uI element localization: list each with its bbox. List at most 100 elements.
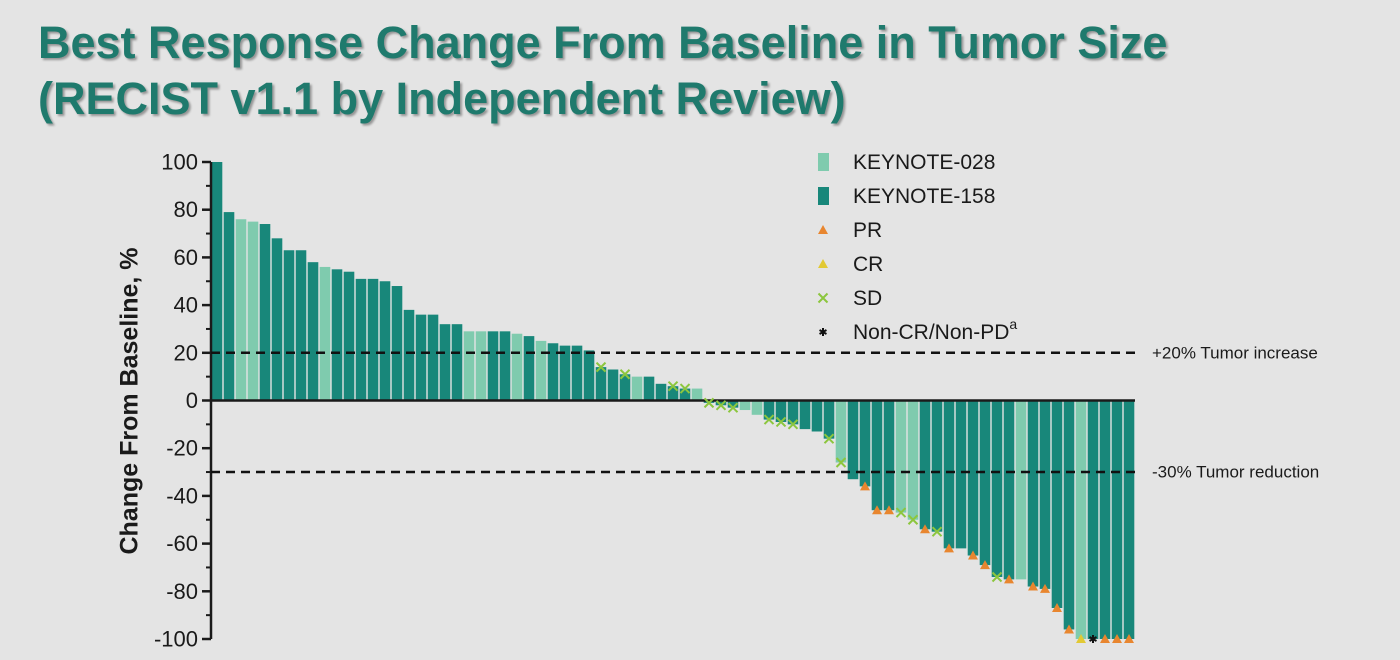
asterisk-marker	[1089, 635, 1097, 643]
x-marker	[931, 526, 943, 537]
triangle-marker	[1064, 624, 1074, 634]
bar	[271, 238, 283, 401]
bar	[511, 333, 523, 401]
bar	[247, 221, 259, 401]
triangle-marker	[1052, 602, 1062, 612]
bar	[823, 400, 835, 439]
bar	[1003, 400, 1015, 580]
bar	[283, 250, 295, 401]
x-marker	[727, 402, 739, 413]
bar	[1027, 400, 1039, 587]
bar	[307, 262, 319, 401]
bar	[355, 278, 367, 401]
bar	[487, 331, 499, 401]
bar	[1111, 400, 1123, 639]
x-marker	[817, 292, 829, 304]
bar	[367, 278, 379, 401]
legend-label: KEYNOTE-028	[853, 151, 995, 174]
bar	[595, 367, 607, 401]
bar	[955, 400, 967, 549]
legend-label-text: KEYNOTE-158	[853, 185, 995, 208]
y-tick-label: 20	[174, 340, 198, 365]
legend-label: SD	[853, 287, 882, 310]
bar	[379, 281, 391, 401]
legend-label-text: CR	[853, 253, 883, 276]
x-marker	[895, 507, 907, 518]
y-tick-label: 0	[186, 388, 198, 413]
triangle-marker	[920, 524, 930, 534]
bar	[1063, 400, 1075, 630]
y-axis: 100 80 60 40 20 0 -20 -40 -60 -80 -100	[154, 150, 1135, 652]
legend-label: PR	[853, 219, 882, 242]
legend: KEYNOTE-028 KEYNOTE-158 PR CR SD Non-CR/Non-P…	[817, 151, 1017, 344]
bar	[235, 219, 247, 401]
y-tick-label: -40	[166, 483, 198, 508]
bar	[799, 400, 811, 430]
legend-label-text: PR	[853, 219, 882, 242]
bar	[607, 369, 619, 401]
bar	[655, 383, 667, 401]
bar	[751, 400, 763, 415]
triangle-marker	[872, 505, 882, 515]
legend-swatch	[818, 153, 829, 171]
x-marker	[775, 416, 787, 428]
triangle-marker	[1112, 634, 1122, 643]
x-marker	[763, 414, 775, 425]
bar	[919, 400, 931, 530]
reference-lines: +20% Tumor increase -30% Tumor reduction	[211, 343, 1319, 482]
response-markers	[595, 361, 1134, 643]
bar	[463, 331, 475, 401]
bar	[403, 309, 415, 401]
bar	[895, 400, 907, 513]
bar	[907, 400, 919, 520]
triangle-marker	[1040, 583, 1050, 593]
triangle-marker	[968, 550, 978, 560]
x-marker	[991, 571, 1003, 583]
bar	[439, 324, 451, 401]
triangle-marker	[980, 560, 990, 570]
legend-label: CR	[853, 253, 883, 276]
bar	[619, 374, 631, 401]
x-marker	[679, 383, 691, 394]
reference-line-label: -30% Tumor reduction	[1152, 463, 1319, 482]
y-tick-label: -60	[166, 531, 198, 556]
bar	[679, 388, 691, 401]
bar	[871, 400, 883, 511]
bar	[259, 224, 271, 401]
legend-swatch	[818, 187, 829, 205]
legend-label: Non-CR/Non-PDa	[853, 316, 1017, 344]
bar	[1051, 400, 1063, 608]
legend-footnote-marker: a	[1009, 316, 1017, 332]
chart-subtitle: (RECIST v1.1 by Independent Review)	[38, 73, 846, 124]
x-marker	[667, 380, 679, 392]
x-marker	[619, 369, 631, 380]
bar	[223, 212, 235, 401]
x-marker	[703, 397, 715, 409]
bar	[1039, 400, 1051, 589]
bar	[727, 400, 739, 408]
legend-label-text: SD	[853, 287, 882, 310]
triangle-marker	[884, 505, 894, 515]
y-tick-label: -80	[166, 579, 198, 604]
x-marker	[823, 433, 835, 444]
legend-label: KEYNOTE-158	[853, 185, 995, 208]
reference-line-label: +20% Tumor increase	[1152, 343, 1318, 362]
bar	[691, 388, 703, 401]
bar	[475, 331, 487, 401]
bar	[643, 376, 655, 401]
x-marker	[787, 419, 799, 430]
x-marker	[715, 400, 727, 411]
bar	[583, 350, 595, 401]
bar	[571, 345, 583, 401]
triangle-marker	[860, 481, 870, 491]
bar	[775, 400, 787, 422]
bar	[547, 343, 559, 401]
bar	[931, 400, 943, 532]
y-axis-label: Change From Baseline, %	[116, 247, 144, 554]
legend-label-text: Non-CR/Non-PD	[853, 321, 1009, 344]
bars-layer	[211, 162, 1135, 639]
bar	[391, 286, 403, 401]
triangle-marker	[1124, 634, 1134, 643]
x-marker	[835, 457, 847, 468]
